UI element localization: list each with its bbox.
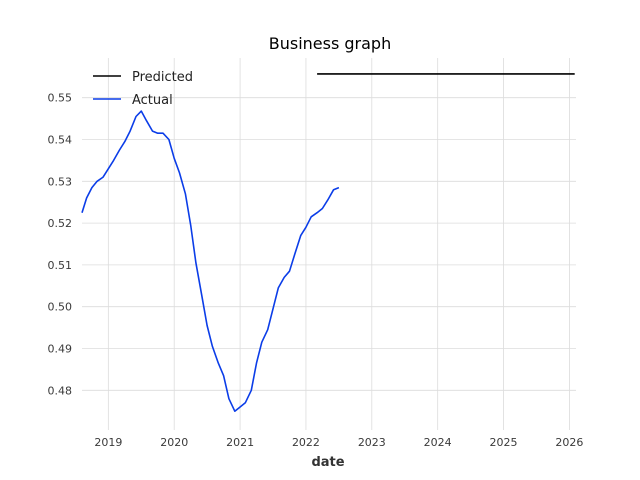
- legend-label-predicted: Predicted: [132, 70, 193, 85]
- series-lines: [81, 73, 575, 413]
- y-tick-label: 0.55: [48, 92, 73, 105]
- x-tick-label: 2026: [555, 436, 583, 449]
- grid-lines: [82, 58, 576, 430]
- x-axis-label: date: [311, 455, 344, 470]
- legend-label-actual: Actual: [132, 93, 173, 108]
- y-tick-label: 0.50: [48, 301, 73, 314]
- x-tick-label: 2022: [292, 436, 320, 449]
- y-axis-ticks: 0.48 0.49 0.50 0.51 0.52 0.53 0.54 0.55: [48, 92, 73, 398]
- y-tick-label: 0.48: [48, 384, 73, 397]
- y-tick-label: 0.51: [48, 259, 73, 272]
- y-tick-label: 0.54: [48, 134, 73, 147]
- y-tick-label: 0.49: [48, 342, 73, 355]
- x-tick-label: 2019: [94, 436, 122, 449]
- x-tick-label: 2024: [424, 436, 452, 449]
- legend: Predicted Actual: [93, 70, 193, 108]
- chart-title: Business graph: [269, 34, 391, 53]
- x-tick-label: 2021: [226, 436, 254, 449]
- y-tick-label: 0.52: [48, 217, 73, 230]
- x-axis-ticks: 2019 2020 2021 2022 2023 2024 2025 2026: [94, 436, 583, 449]
- x-tick-label: 2025: [490, 436, 518, 449]
- x-tick-label: 2023: [358, 436, 386, 449]
- x-tick-label: 2020: [160, 436, 188, 449]
- series-line-actual: [81, 110, 340, 413]
- y-tick-label: 0.53: [48, 175, 73, 188]
